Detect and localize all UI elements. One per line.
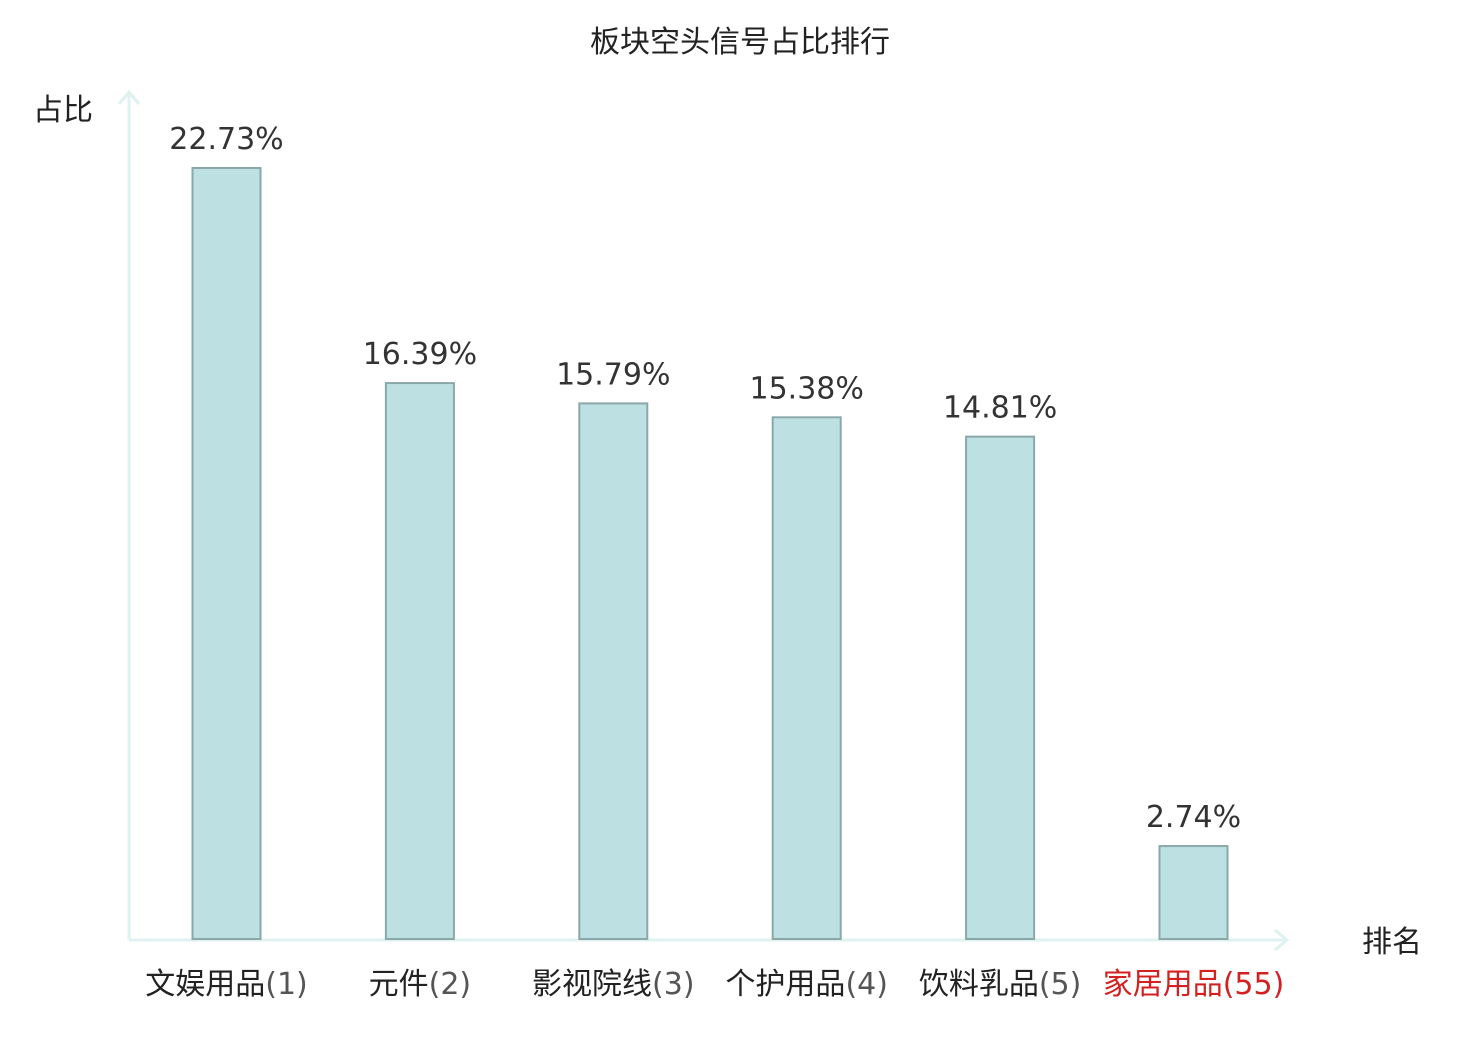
data-label: 15.79%	[556, 357, 670, 392]
axes	[117, 89, 1290, 952]
x-tick-label: 饮料乳品(5)	[919, 967, 1082, 1002]
x-tick-name: 文娱用品	[145, 967, 265, 1002]
y-axis-arrow	[117, 89, 141, 105]
x-tick-name: 家居用品	[1103, 967, 1223, 1002]
x-tick-label: 家居用品(55)	[1103, 967, 1285, 1002]
x-tick-rank: (2)	[429, 967, 472, 1002]
bar	[1158, 845, 1229, 940]
x-tick-name: 影视院线	[532, 967, 652, 1002]
bar	[384, 382, 455, 940]
x-axis-title: 排名	[1362, 925, 1422, 960]
y-axis-title: 占比	[33, 93, 93, 128]
x-tick-rank: (5)	[1039, 967, 1082, 1002]
x-tick-rank: (1)	[265, 967, 308, 1002]
x-tick-name: 元件	[369, 967, 429, 1002]
data-label: 14.81%	[943, 391, 1057, 426]
data-label: 15.38%	[750, 371, 864, 406]
x-tick-rank: (3)	[652, 967, 695, 1002]
x-tick-name: 饮料乳品	[919, 967, 1039, 1002]
chart-title: 板块空头信号占比排行	[590, 25, 890, 60]
x-tick-rank: (55)	[1223, 967, 1285, 1002]
x-tick-rank: (4)	[845, 967, 888, 1002]
bar	[191, 167, 262, 940]
data-label: 16.39%	[363, 337, 477, 372]
bar	[965, 435, 1036, 940]
x-tick-label: 影视院线(3)	[532, 967, 695, 1002]
bar	[578, 402, 649, 940]
bar	[771, 416, 842, 941]
x-axis-arrow	[1274, 928, 1290, 952]
x-tick-label: 元件(2)	[369, 967, 472, 1002]
x-tick-name: 个护用品	[725, 967, 845, 1002]
x-tick-label: 文娱用品(1)	[145, 967, 308, 1002]
x-tick-label: 个护用品(4)	[725, 967, 888, 1002]
data-label: 22.73%	[169, 122, 283, 157]
data-label: 2.74%	[1146, 800, 1241, 835]
